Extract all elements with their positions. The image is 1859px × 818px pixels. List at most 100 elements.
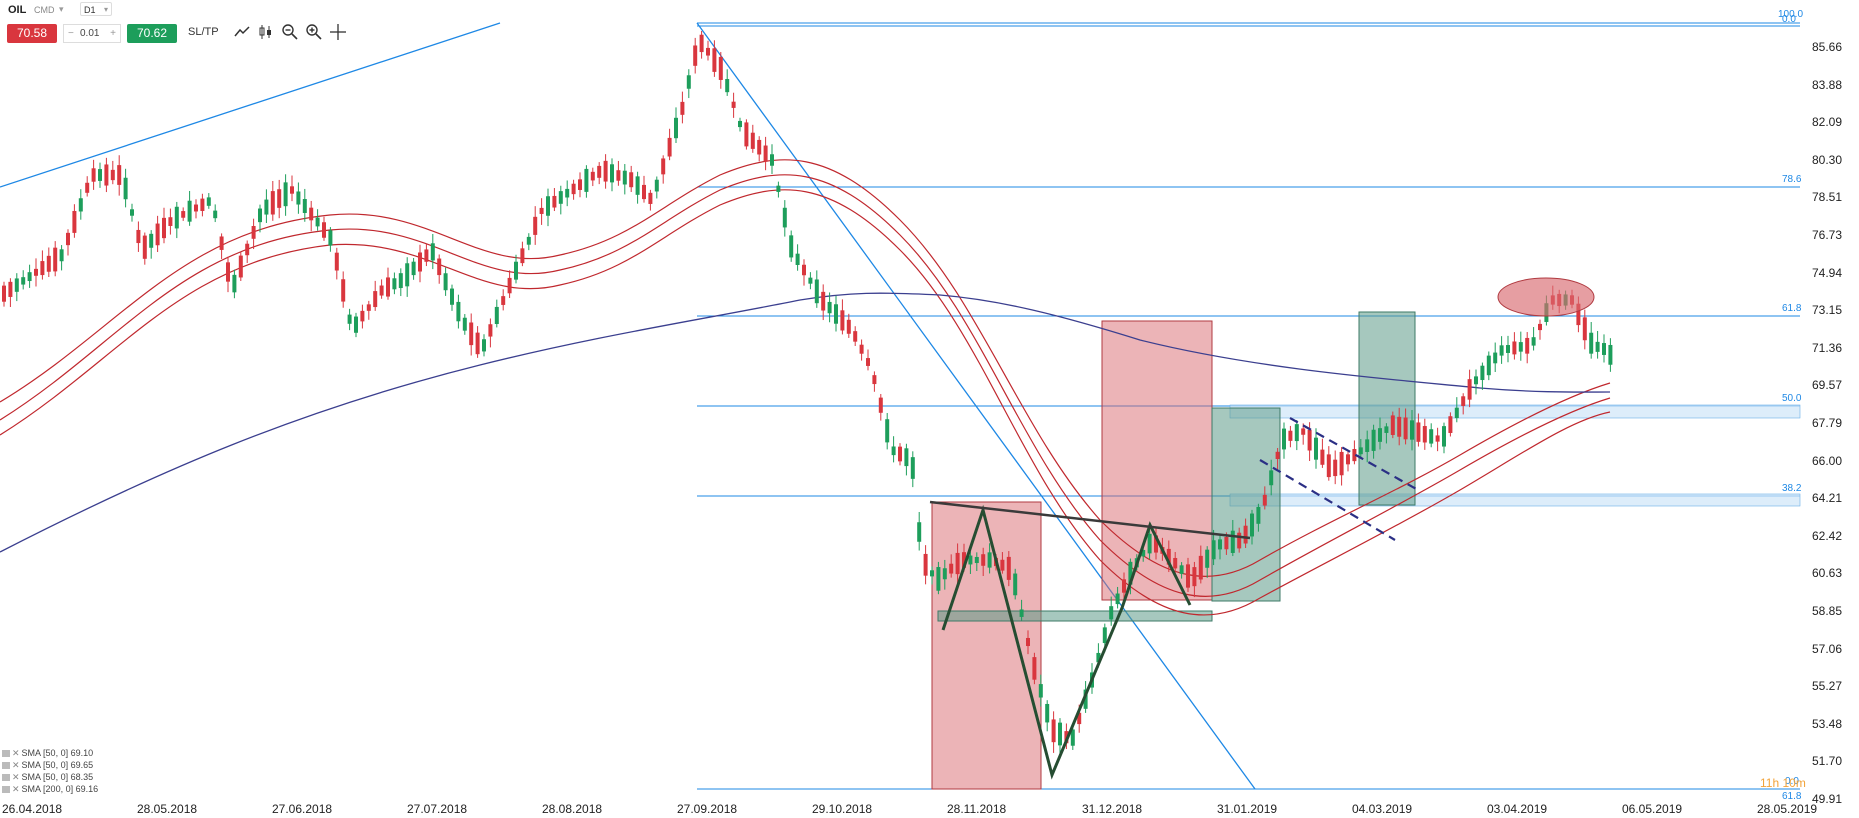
candle-body <box>1051 719 1056 743</box>
candle-body <box>1506 345 1510 353</box>
candle-body <box>488 324 493 337</box>
chevron-down-icon: ▾ <box>103 5 108 14</box>
zoom-out-icon[interactable] <box>280 22 300 42</box>
candle-body <box>1346 454 1350 465</box>
candle-body <box>667 137 672 157</box>
sell-button[interactable]: 70.58 <box>7 24 57 43</box>
candle-body <box>1128 561 1133 585</box>
candle-body <box>1026 637 1030 647</box>
candle-body <box>520 248 525 264</box>
candle-body <box>1365 439 1370 452</box>
candle-body <box>1262 494 1267 506</box>
candle-body <box>1442 426 1446 447</box>
indicator-swatch-icon <box>2 762 10 770</box>
measured-move-box-1[interactable] <box>931 501 1042 790</box>
exchange-label[interactable]: CMD <box>34 5 55 15</box>
candle-body <box>1154 535 1158 553</box>
candle-body <box>360 310 365 322</box>
candle-body <box>1384 426 1389 433</box>
indicator-legend-item[interactable]: ✕ SMA [50, 0] 68.35 <box>2 772 93 783</box>
buy-button[interactable]: 70.62 <box>127 24 177 43</box>
candle-body <box>168 217 173 226</box>
increase-button[interactable]: + <box>110 28 116 39</box>
candle-body <box>622 170 627 185</box>
candle-body <box>744 122 749 147</box>
candle-body <box>1173 557 1178 569</box>
sltp-button[interactable]: SL/TP <box>188 26 219 38</box>
head-and-shoulders-pattern[interactable] <box>929 500 1251 780</box>
candle-body <box>1499 345 1504 356</box>
price-tick-label: 82.09 <box>1812 115 1843 130</box>
target-box-1[interactable] <box>1211 407 1281 602</box>
remove-icon[interactable]: ✕ <box>12 748 20 758</box>
price-tick-label: 71.36 <box>1812 340 1843 355</box>
candle-body <box>571 183 576 195</box>
candle-body <box>866 358 870 366</box>
candle-body <box>174 206 179 229</box>
target-box-2[interactable] <box>1358 311 1416 506</box>
candle-body <box>1186 564 1190 588</box>
decrease-button[interactable]: − <box>68 28 74 39</box>
neckline-support-zone[interactable] <box>937 610 1213 622</box>
descending-trend-line[interactable] <box>696 22 1256 790</box>
candle-body <box>782 207 787 228</box>
candle-body <box>795 253 800 265</box>
candle-body <box>21 277 26 285</box>
candle-body <box>1275 451 1280 460</box>
time-tick-label: 31.01.2019 <box>1217 802 1278 816</box>
remove-icon[interactable]: ✕ <box>12 772 20 782</box>
candle-body <box>1461 396 1466 406</box>
timeframe-select[interactable]: D1 ▾ <box>80 2 112 16</box>
candle-body <box>1109 606 1114 620</box>
time-tick-label: 03.04.2019 <box>1487 802 1548 816</box>
highlight-ellipse[interactable] <box>1497 277 1595 317</box>
sma-50-middle <box>0 174 1611 597</box>
candle-body <box>1038 684 1043 698</box>
remove-icon[interactable]: ✕ <box>12 760 20 770</box>
measured-move-box-2[interactable] <box>1101 320 1213 601</box>
candle-body <box>1339 451 1344 476</box>
indicator-legend-item[interactable]: ✕ SMA [200, 0] 69.16 <box>2 784 98 795</box>
candle-body <box>763 145 768 162</box>
time-tick-label: 28.11.2018 <box>947 802 1007 816</box>
upper-trend-line[interactable] <box>0 22 501 188</box>
flag-channel[interactable] <box>1259 417 1419 541</box>
quantity-stepper[interactable]: − 0.01 + <box>63 24 121 43</box>
candle-body <box>1000 559 1005 571</box>
candle-body <box>181 211 186 218</box>
remove-icon[interactable]: ✕ <box>12 784 20 794</box>
resistance-zone-50[interactable] <box>1229 404 1801 419</box>
crosshair-icon[interactable] <box>328 22 348 42</box>
candle-body <box>558 191 563 204</box>
drawing-line-icon[interactable] <box>232 22 252 42</box>
candle-type-icon[interactable] <box>256 22 276 42</box>
price-tick-label: 53.48 <box>1812 716 1843 731</box>
time-tick-label: 27.06.2018 <box>272 802 333 816</box>
candle-body <box>1493 352 1498 364</box>
support-zone-38[interactable] <box>1229 493 1801 507</box>
indicator-legend-item[interactable]: ✕ SMA [50, 0] 69.10 <box>2 748 93 759</box>
zoom-in-icon[interactable] <box>304 22 324 42</box>
fib-label-50: 50.0 <box>1782 393 1802 404</box>
time-tick-label: 29.10.2018 <box>812 802 873 816</box>
candle-body <box>437 258 442 276</box>
candle-countdown: 11h 10m <box>1760 776 1806 790</box>
candle-body <box>872 375 877 385</box>
symbol-label[interactable]: OIL <box>8 4 27 16</box>
candle-body <box>635 176 640 195</box>
candle-body <box>808 277 813 284</box>
timeframe-value: D1 <box>84 5 96 15</box>
candle-body <box>1467 379 1472 400</box>
candle-body <box>1096 652 1101 663</box>
indicator-legend-item[interactable]: ✕ SMA [50, 0] 69.65 <box>2 760 93 771</box>
candle-body <box>648 192 653 204</box>
candle-body <box>219 236 224 250</box>
exchange-dropdown-icon[interactable]: ▾ <box>59 4 64 14</box>
candle-body <box>1179 565 1184 574</box>
fib-label-78-6: 78.6 <box>1782 174 1802 185</box>
price-tick-label: 62.42 <box>1812 528 1843 543</box>
candle-body <box>910 457 915 479</box>
candle-body <box>1243 525 1248 544</box>
candle-body <box>194 204 198 212</box>
